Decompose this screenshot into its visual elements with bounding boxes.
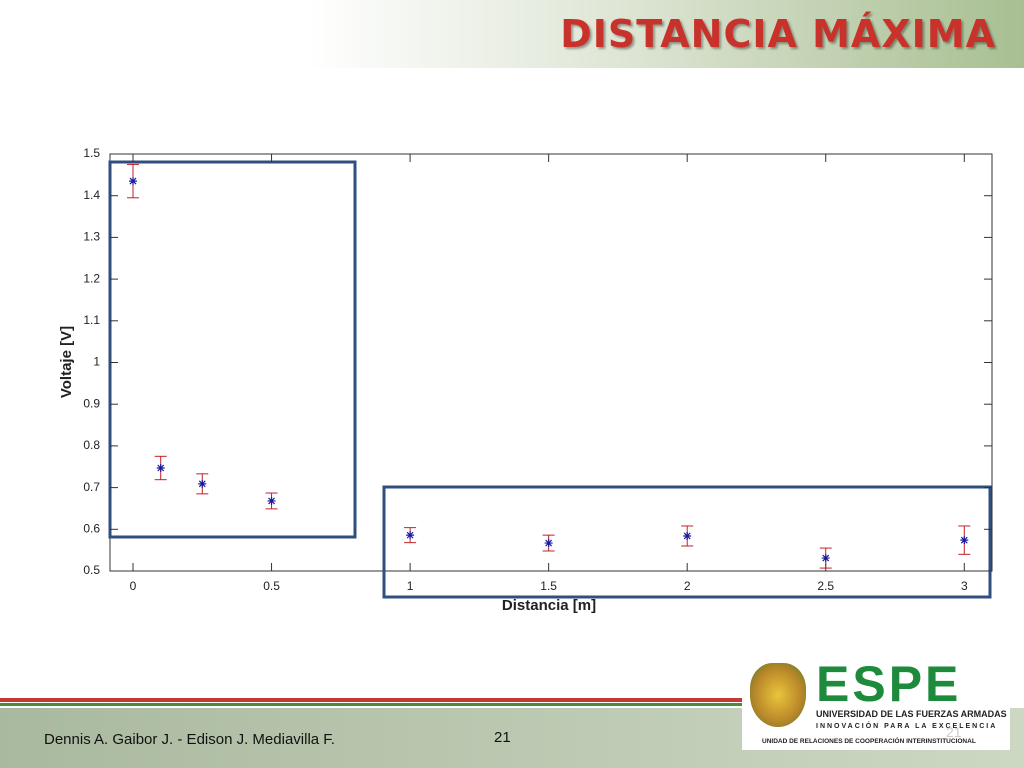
y-tick-label: 0.7 <box>83 480 100 494</box>
point <box>198 479 207 488</box>
point <box>544 539 553 548</box>
y-tick-label: 0.9 <box>83 396 100 410</box>
point <box>267 496 276 505</box>
y-tick-label: 1.4 <box>83 188 100 202</box>
logo-name: ESPE <box>816 656 962 712</box>
y-tick-label: 1 <box>93 355 100 369</box>
y-tick-label: 1.2 <box>83 271 100 285</box>
logo-line: UNIVERSIDAD DE LAS FUERZAS ARMADAS <box>816 709 1007 719</box>
x-tick-label: 0.5 <box>263 579 280 593</box>
x-tick-label: 2.5 <box>817 579 834 593</box>
x-tick-label: 0 <box>130 579 137 593</box>
highlight-box <box>382 485 992 599</box>
header-band <box>0 0 1024 68</box>
y-tick-label: 0.8 <box>83 438 100 452</box>
highlight-box <box>108 160 357 539</box>
plot-frame <box>109 153 993 572</box>
point <box>406 531 415 540</box>
footer-stripe <box>0 698 742 702</box>
crest <box>750 663 806 727</box>
point <box>128 177 137 186</box>
chart: Distancia [m] Voltaje [V] 0.5 0.6 0.7 0.8 0.… <box>58 146 993 614</box>
page-watermark: 21 <box>946 724 962 740</box>
x-tick-label: 1.5 <box>540 579 557 593</box>
y-tick-label: 1.1 <box>83 313 100 327</box>
y-axis-label: Voltaje [V] <box>58 326 75 398</box>
y-tick-label: 1.5 <box>83 146 100 160</box>
logo-line: UNIDAD DE RELACIONES DE COOPERACIÓN INTE… <box>762 738 976 745</box>
point <box>821 554 830 563</box>
x-tick-label: 3 <box>961 579 968 593</box>
point <box>960 536 969 545</box>
x-tick-label: 2 <box>684 579 691 593</box>
logo: ESPE UNIVERSIDAD DE LAS FUERZAS ARMADAS … <box>742 655 1010 750</box>
y-tick-label: 1.3 <box>83 230 100 244</box>
page-number: 21 <box>494 729 511 746</box>
footer-stripe <box>0 703 742 706</box>
x-tick-label: 1 <box>407 579 414 593</box>
x-axis-label: Distancia [m] <box>502 597 596 614</box>
authors: Dennis A. Gaibor J. - Edison J. Mediavil… <box>44 731 335 748</box>
y-tick-label: 0.6 <box>83 521 100 535</box>
point <box>683 531 692 540</box>
y-tick-label: 0.5 <box>83 563 100 577</box>
slide-title: DISTANCIA MÁXIMA <box>560 12 996 56</box>
point <box>156 464 165 473</box>
logo-line: INNOVACIÓN PARA LA EXCELENCIA <box>816 723 998 730</box>
